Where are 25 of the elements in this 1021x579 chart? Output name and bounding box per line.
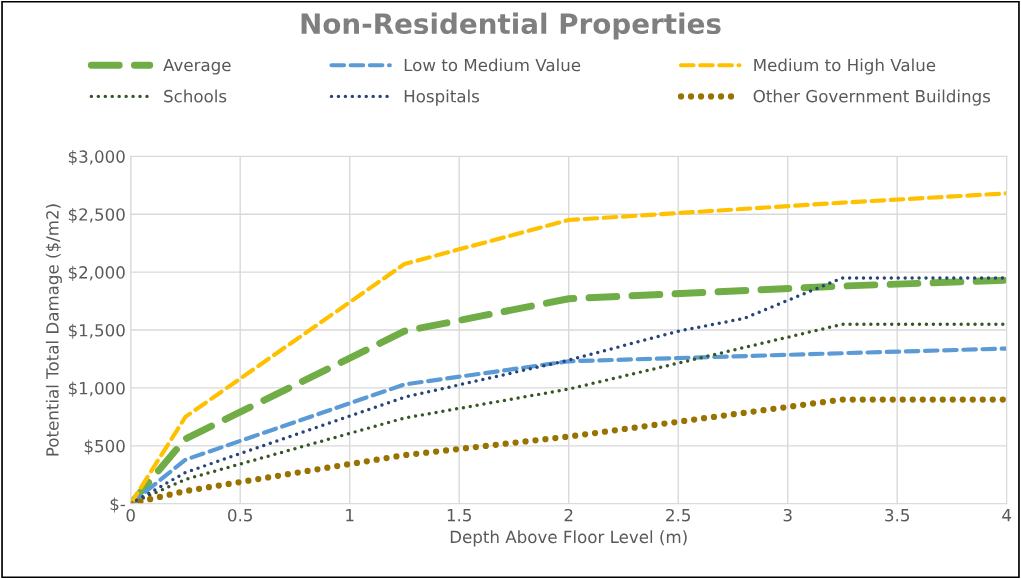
y-tick-label: $2,500 xyxy=(68,207,125,224)
legend-label: Other Government Buildings xyxy=(753,89,991,106)
legend-label: Schools xyxy=(164,89,227,103)
y-tick-label: $3,000 xyxy=(68,150,125,166)
legend-label: Low to Medium Value xyxy=(404,58,581,72)
x-tick-label: 4 xyxy=(1002,509,1012,522)
y-tick-label: $1,000 xyxy=(68,381,125,397)
y-tick-label: $1,500 xyxy=(68,323,125,339)
x-tick-label: 3 xyxy=(783,508,792,522)
x-tick-label: 1 xyxy=(346,509,354,522)
legend-label: Medium to High Value xyxy=(754,58,936,75)
y-tick-label: $- xyxy=(110,497,126,513)
x-axis-title: Depth Above Floor Level (m) xyxy=(450,530,687,547)
x-tick-label: 2 xyxy=(564,508,573,522)
y-tick-label: $2,000 xyxy=(68,265,125,281)
x-tick-label: 1.5 xyxy=(447,509,471,522)
chart-title: Non-Residential Properties xyxy=(301,12,721,40)
legend-label: Average xyxy=(163,58,231,75)
x-tick-label: 0.5 xyxy=(228,508,252,522)
x-tick-label: 0 xyxy=(126,508,135,522)
legend-label: Hospitals xyxy=(404,89,480,106)
x-tick-label: 3.5 xyxy=(885,508,909,522)
y-axis-title: Potential Total Damage ($/m2) xyxy=(45,204,62,456)
x-tick-label: 2.5 xyxy=(666,508,690,522)
y-tick-label: $500 xyxy=(84,439,125,455)
